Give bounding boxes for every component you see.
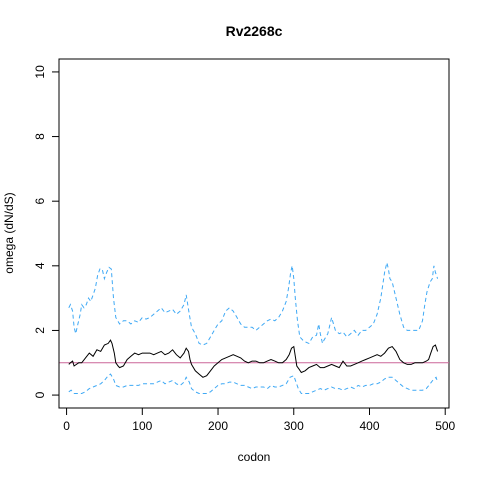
y-tick-label: 6 <box>33 198 47 205</box>
x-axis: 0 100 200 300 400 500 <box>63 407 456 433</box>
plot-frame <box>58 58 450 409</box>
x-axis-title: codon <box>238 450 271 464</box>
lower-bound-line <box>68 373 439 394</box>
y-tick-label: 10 <box>33 65 47 79</box>
x-tick-label: 0 <box>63 419 70 433</box>
chart-title: Rv2268c <box>226 23 283 39</box>
y-tick-label: 2 <box>33 327 47 334</box>
x-tick-label: 300 <box>284 419 304 433</box>
y-tick-label: 8 <box>33 133 47 140</box>
y-tick-label: 4 <box>33 262 47 269</box>
omega-estimate-line <box>68 339 439 378</box>
upper-bound-line <box>68 262 439 346</box>
y-axis-title: omega (dN/dS) <box>2 192 16 273</box>
y-axis: 0 2 4 6 8 10 <box>33 65 60 398</box>
x-tick-label: 500 <box>435 419 455 433</box>
x-tick-label: 200 <box>208 419 228 433</box>
x-tick-label: 100 <box>132 419 152 433</box>
y-tick-label: 0 <box>33 391 47 398</box>
x-tick-label: 400 <box>359 419 379 433</box>
